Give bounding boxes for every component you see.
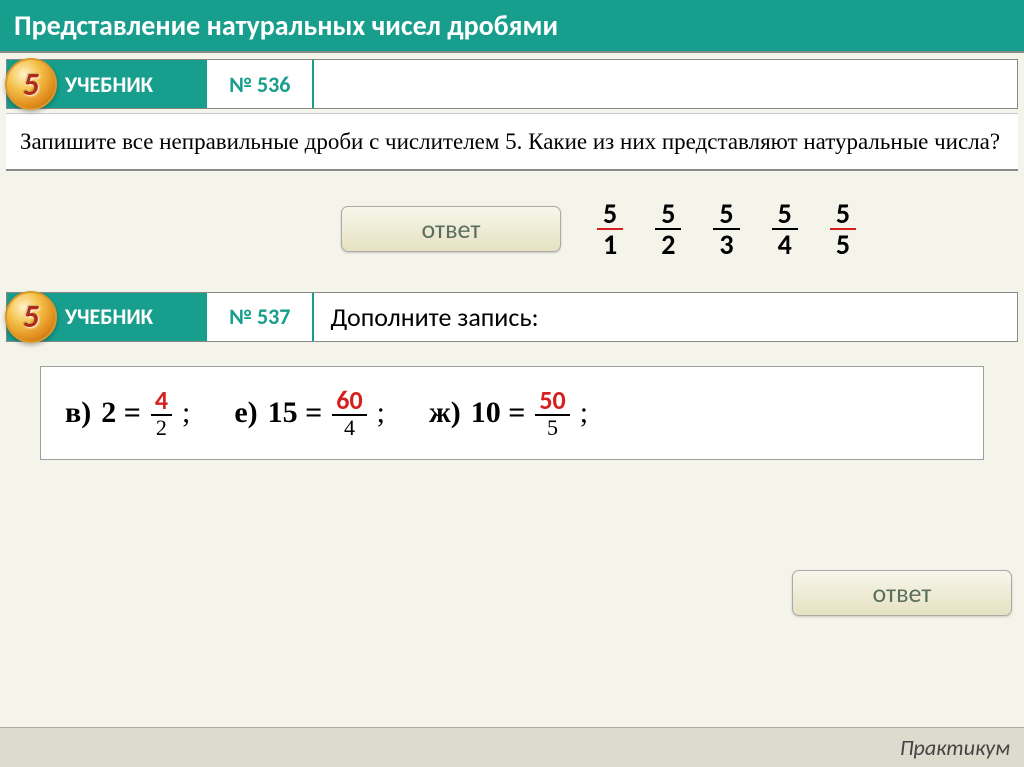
equation-item: в) 2 =42 ; — [65, 387, 190, 439]
answer-button[interactable]: ответ — [341, 206, 561, 252]
exercise-537-prompt: Дополните запись: — [314, 293, 554, 341]
exercise-number: № 536 — [207, 60, 314, 108]
footer-label: Практикум — [0, 727, 1024, 767]
fraction: 53 — [713, 199, 739, 260]
answer-button[interactable]: ответ — [792, 570, 1012, 616]
exercise-536-header: 5 УЧЕБНИК № 536 — [6, 59, 1018, 109]
fraction: 54 — [772, 199, 798, 260]
page-title: Представление натуральных чисел дробями — [0, 0, 1024, 53]
grade-badge-icon: 5 — [5, 58, 57, 110]
badge-number: 5 — [23, 65, 39, 104]
fractions-list: 51 52 53 54 55 — [597, 199, 856, 260]
exercise-536-answer-row: ответ 51 52 53 54 55 — [6, 199, 1018, 260]
exercise-number: № 537 — [207, 293, 314, 341]
badge-number: 5 — [23, 297, 39, 336]
equation-item: е) 15 =604 ; — [234, 387, 385, 439]
fraction: 52 — [655, 199, 681, 260]
exercise-537-equations: в) 2 =42 ; е) 15 =604 ; ж) 10 =505 ; — [40, 366, 984, 460]
exercise-536-question: Запишите все неправильные дроби с числит… — [6, 113, 1018, 171]
fraction: 55 — [830, 199, 856, 260]
exercise-537-header: 5 УЧЕБНИК № 537 Дополните запись: — [6, 292, 1018, 342]
grade-badge-icon: 5 — [5, 291, 57, 343]
equation-item: ж) 10 =505 ; — [429, 387, 588, 439]
fraction: 51 — [597, 199, 623, 260]
